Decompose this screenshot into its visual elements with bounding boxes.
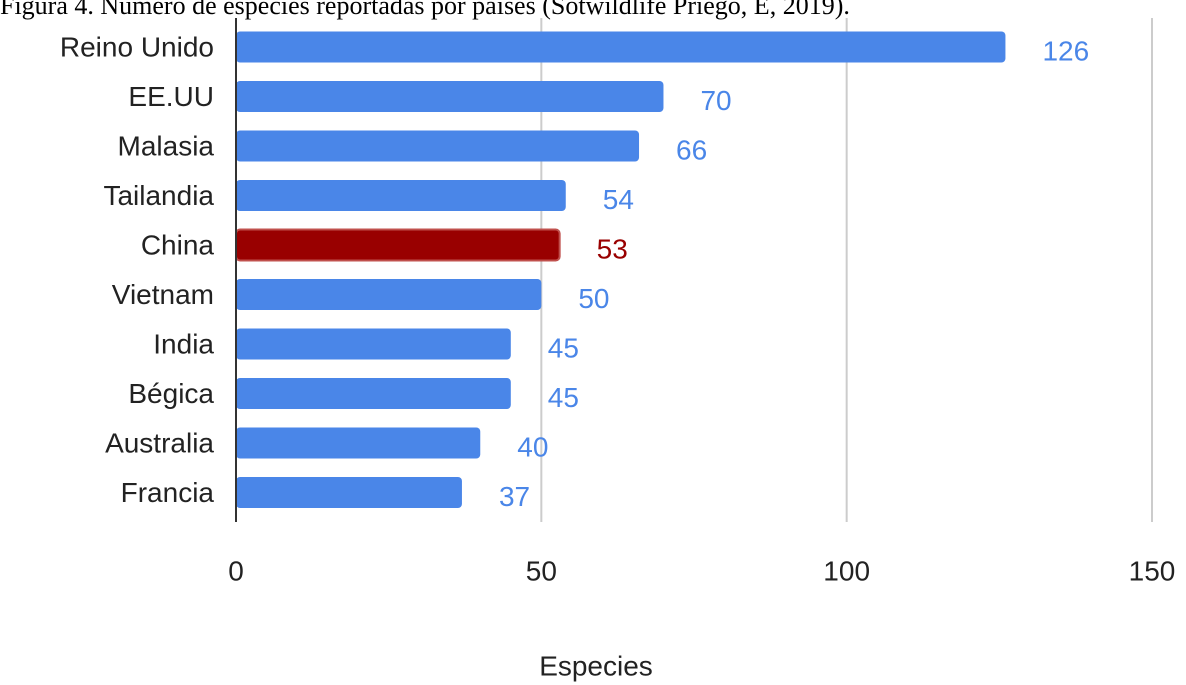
value-label-tailandia: 54 (603, 184, 634, 215)
category-label-china: China (141, 230, 215, 261)
category-label-reino-unido: Reino Unido (60, 32, 214, 63)
x-tick-100: 100 (823, 556, 870, 587)
value-label-ee-uu: 70 (700, 85, 731, 116)
category-label-vietnam: Vietnam (112, 279, 214, 310)
category-label-ee-uu: EE.UU (128, 81, 214, 112)
value-label-francia: 37 (499, 481, 530, 512)
bars (235, 31, 1006, 508)
x-tick-labels: 0 50 100 150 (228, 556, 1175, 587)
value-label-reino-unido: 126 (1042, 36, 1089, 67)
category-labels: Reino Unido EE.UU Malasia Tailandia China Vie… (60, 32, 215, 509)
bar-china (235, 228, 561, 262)
category-label-malasia: Malasia (118, 131, 215, 162)
x-tick-150: 150 (1129, 556, 1176, 587)
category-label-india: India (153, 329, 214, 360)
x-tick-0: 0 (228, 556, 244, 587)
value-label-china: 53 (597, 234, 628, 265)
bar-india (236, 328, 511, 360)
value-label-begica: 45 (548, 382, 579, 413)
value-label-australia: 40 (517, 432, 548, 463)
category-label-begica: Bégica (128, 378, 214, 409)
value-label-malasia: 66 (676, 135, 707, 166)
figure-caption: Figura 4. Número de especies reportadas … (0, 0, 850, 20)
bar-francia (236, 477, 462, 508)
value-label-india: 45 (548, 333, 579, 364)
x-tick-50: 50 (526, 556, 557, 587)
bar-ee-uu (236, 81, 664, 112)
bar-tailandia (236, 180, 566, 211)
bar-reino-unido (236, 31, 1006, 63)
value-label-vietnam: 50 (578, 283, 609, 314)
bar-begica (236, 378, 511, 409)
bar-vietnam (236, 279, 542, 310)
bar-malasia (236, 130, 640, 162)
category-label-francia: Francia (121, 477, 215, 508)
x-axis-title: Especies (539, 651, 653, 682)
category-label-tailandia: Tailandia (103, 180, 214, 211)
bar-australia (236, 427, 481, 459)
category-label-australia: Australia (105, 428, 214, 459)
